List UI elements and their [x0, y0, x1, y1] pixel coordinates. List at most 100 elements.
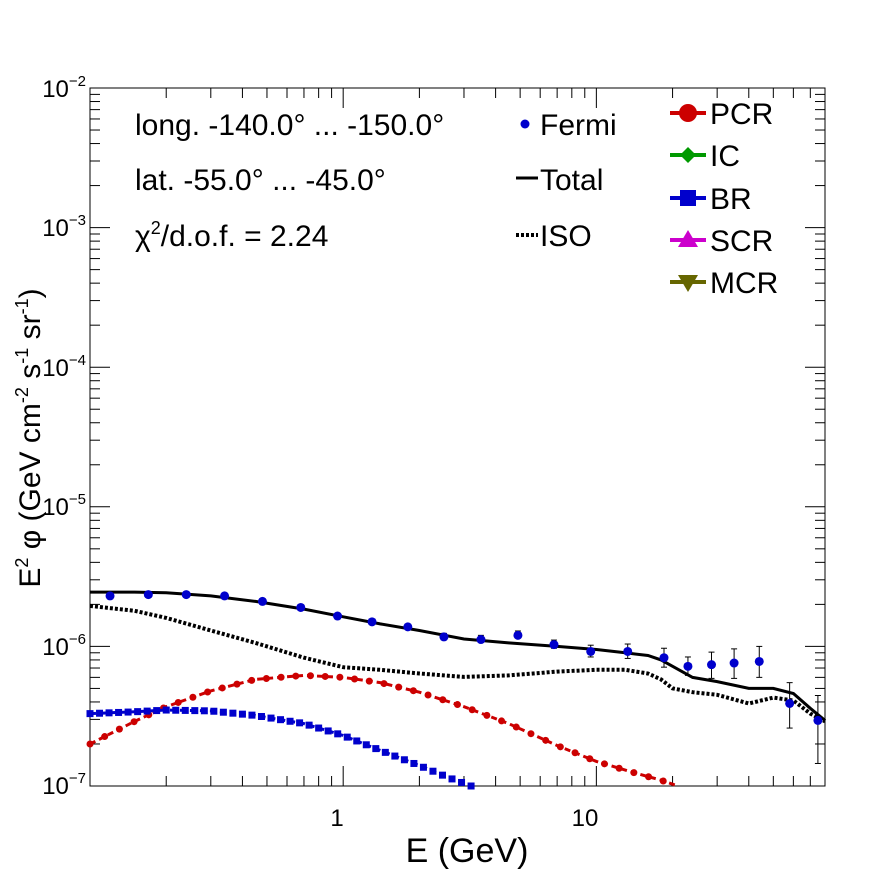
pcr-marker [512, 723, 520, 731]
fermi-point [659, 653, 669, 663]
legend-scr: SCR [670, 225, 773, 258]
pcr-marker [218, 684, 226, 692]
pcr-marker [527, 730, 535, 738]
legend-pcr-label: PCR [710, 98, 773, 131]
legend-br-label: BR [710, 183, 752, 216]
br-marker [400, 756, 408, 764]
br-marker [238, 710, 246, 718]
br-marker [229, 709, 237, 717]
legend-fermi-label: Fermi [540, 109, 617, 142]
pcr-marker [351, 675, 359, 683]
fermi-point [257, 596, 267, 606]
fermi-point [476, 635, 486, 645]
br-marker [162, 706, 170, 714]
br-marker [305, 721, 313, 729]
annotation-latitude: lat. -55.0° ... -45.0° [135, 164, 386, 197]
br-marker [419, 763, 427, 771]
pcr-marker [365, 677, 373, 685]
fermi-point [143, 590, 153, 600]
legend-ic: IC [670, 140, 740, 173]
pcr-marker [321, 672, 329, 680]
br-marker [210, 707, 218, 715]
br-marker [438, 771, 446, 779]
br-marker [191, 707, 199, 715]
fermi-point [220, 591, 230, 601]
legend-iso-label: ISO [540, 220, 592, 253]
legend-ic-label: IC [710, 140, 740, 173]
br-marker [143, 707, 151, 715]
legend-br: BR [670, 183, 752, 216]
pcr-marker [277, 673, 285, 681]
y-tick-labels: 10−7 10−6 10−5 10−4 10−3 10−2 [42, 73, 86, 800]
pcr-marker [306, 672, 314, 680]
fermi-point [683, 661, 693, 671]
br-marker [372, 745, 380, 753]
pcr-marker [542, 736, 550, 744]
x-tick-label: 10 [572, 805, 599, 832]
pcr-marker [380, 680, 388, 688]
br-marker [458, 778, 466, 786]
pcr-marker [556, 743, 564, 751]
br-marker [467, 782, 475, 790]
fermi-point [785, 698, 795, 708]
legend-mcr: MCR [670, 267, 778, 300]
legend-total: Total [516, 164, 603, 197]
pcr-marker [468, 706, 476, 714]
br-marker [343, 733, 351, 741]
y-tick-label: 10−3 [42, 212, 86, 242]
pcr-marker [336, 673, 344, 681]
pcr-marker [586, 755, 594, 763]
legend-mcr-label: MCR [710, 267, 778, 300]
br-marker [96, 709, 104, 717]
pcr-marker [233, 680, 241, 688]
legend-fermi-marker [520, 119, 530, 129]
br-marker [172, 706, 180, 714]
br-marker [134, 708, 142, 716]
annotation-chi2: χ2/d.o.f. = 2.24 [135, 218, 328, 253]
fermi-point [754, 656, 764, 666]
br-marker [257, 712, 265, 720]
br-marker [277, 716, 285, 724]
fermi-point [403, 622, 413, 632]
pcr-marker [424, 691, 432, 699]
br-marker [324, 727, 332, 735]
pcr-marker [115, 725, 123, 733]
br-marker [315, 724, 323, 732]
fermi-point [296, 602, 306, 612]
br-marker [381, 748, 389, 756]
br-marker [267, 714, 275, 722]
pcr-marker [600, 760, 608, 768]
br-marker [296, 719, 304, 727]
pcr-marker [189, 693, 197, 701]
x-axis-title: E (GeV) [406, 832, 529, 870]
fermi-point [729, 658, 739, 668]
legend-total-label: Total [540, 164, 603, 197]
pcr-marker [174, 698, 182, 706]
pcr-marker [615, 764, 623, 772]
br-marker [181, 706, 189, 714]
pcr-marker [630, 769, 638, 777]
fermi-point [333, 611, 343, 621]
br-marker [200, 707, 208, 715]
fermi-point [623, 646, 633, 656]
pcr-marker [101, 733, 109, 741]
curves [86, 590, 826, 790]
fermi-point [549, 640, 559, 650]
fermi-point [439, 632, 449, 642]
y-tick-label: 10−6 [42, 631, 86, 661]
br-marker [105, 709, 113, 717]
br-marker [391, 752, 399, 760]
pcr-marker [483, 711, 491, 719]
legend-scr-marker [678, 230, 698, 247]
pcr-marker [439, 696, 447, 704]
pcr-marker [571, 749, 579, 757]
legend-fermi: Fermi [520, 109, 617, 142]
br-marker [448, 775, 456, 783]
pcr-marker [262, 675, 270, 683]
pcr-marker [204, 688, 212, 696]
br-marker [353, 737, 361, 745]
br-marker [429, 767, 437, 775]
pcr-marker [453, 701, 461, 709]
fermi-point [707, 660, 717, 670]
